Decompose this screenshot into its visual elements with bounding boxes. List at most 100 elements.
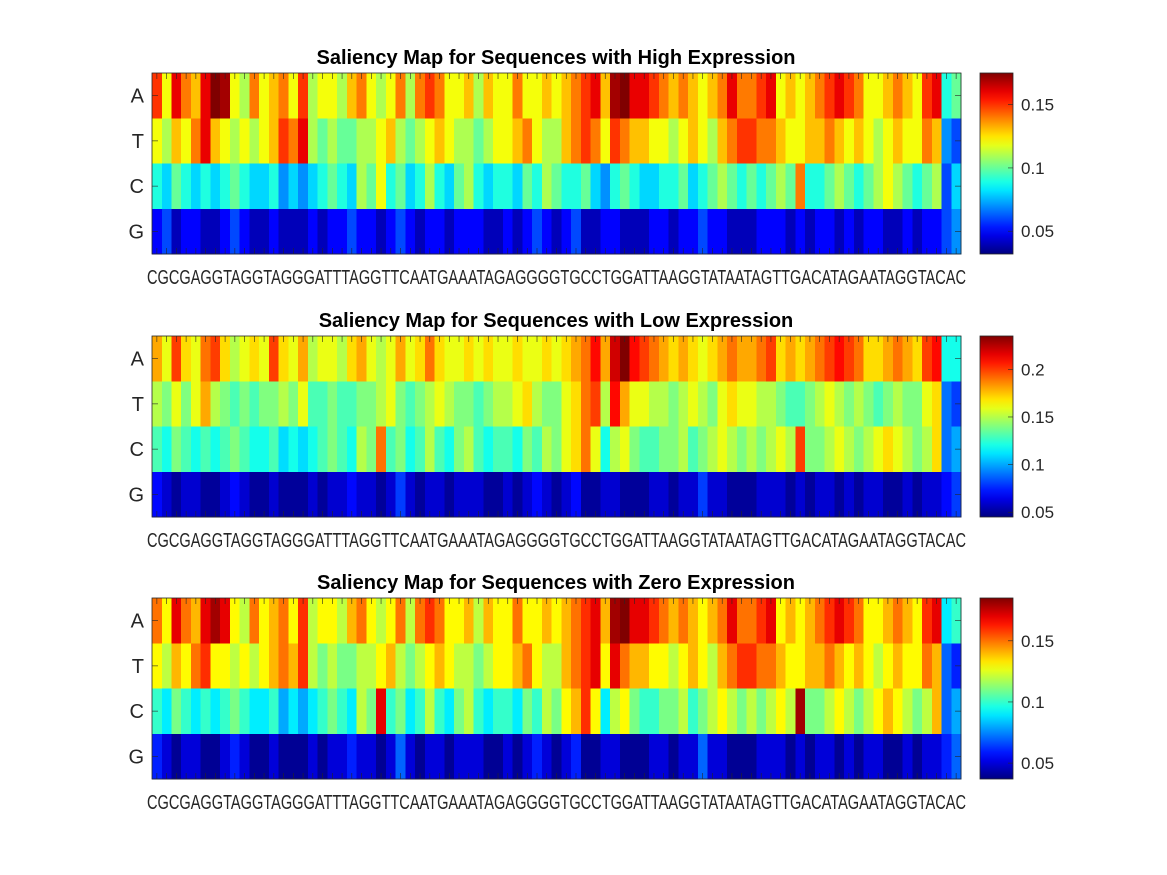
heatmap-cell [541, 733, 553, 780]
heatmap-cell [298, 471, 309, 518]
y-tick-label: C [130, 701, 144, 723]
heatmap-cell [385, 208, 397, 255]
heatmap-cell [181, 426, 192, 473]
heatmap-cell [746, 208, 757, 255]
heatmap-cell [629, 336, 640, 382]
heatmap-cell [200, 471, 212, 518]
heatmap-cell [736, 688, 748, 735]
heatmap-cell [473, 688, 484, 735]
heatmap-cell [171, 163, 182, 210]
heatmap-cell [873, 688, 884, 735]
heatmap-cell [853, 688, 865, 735]
heatmap-cell [512, 208, 523, 255]
heatmap-cell [775, 381, 787, 427]
heatmap-cell [434, 73, 446, 119]
heatmap-cell [444, 733, 455, 780]
heatmap-cell [668, 73, 679, 119]
heatmap-cell [473, 163, 484, 210]
heatmap-cell [707, 73, 718, 119]
heatmap-cell [922, 381, 933, 427]
heatmap-cell [395, 643, 407, 689]
heatmap-cell [405, 336, 416, 382]
heatmap-cell [873, 733, 884, 780]
heatmap-cell [697, 73, 709, 119]
heatmap-cell [785, 336, 796, 382]
heatmap-cell [873, 118, 884, 164]
heatmap-cell [551, 643, 562, 689]
heatmap-cell [395, 73, 407, 119]
heatmap-cell [892, 208, 904, 255]
heatmap-cell [356, 733, 368, 780]
heatmap-cell [639, 688, 650, 735]
heatmap-cell [658, 163, 670, 210]
heatmap-cell [902, 643, 913, 689]
heatmap-cell [395, 381, 407, 427]
heatmap-cell [912, 598, 923, 644]
heatmap-cell [717, 73, 728, 119]
heatmap-cell [717, 118, 728, 164]
heatmap-cell [639, 471, 650, 518]
heatmap-cell [678, 688, 689, 735]
heatmap-cell [424, 73, 436, 119]
heatmap-cell [600, 163, 611, 210]
heatmap-cell [610, 733, 621, 780]
heatmap-cell [580, 336, 592, 382]
heatmap-cell [463, 381, 475, 427]
heatmap-cell [327, 163, 338, 210]
heatmap-cell [785, 208, 796, 255]
heatmap-cell [473, 643, 484, 689]
heatmap-cell [844, 426, 855, 473]
heatmap-cell [756, 426, 767, 473]
heatmap-cell [434, 688, 446, 735]
heatmap-cell [385, 688, 397, 735]
heatmap-cell [922, 73, 933, 119]
heatmap-cell [181, 733, 192, 780]
heatmap-cell [210, 471, 221, 518]
heatmap-cell [278, 163, 290, 210]
heatmap-cell [863, 208, 874, 255]
heatmap-cell [444, 73, 455, 119]
heatmap-cell [249, 118, 260, 164]
heatmap-cell [424, 598, 436, 644]
heatmap-cell [756, 118, 767, 164]
heatmap-cell [668, 381, 679, 427]
heatmap-cell [746, 688, 757, 735]
heatmap-cell [288, 643, 299, 689]
heatmap-cell [580, 163, 592, 210]
heatmap-cell [161, 118, 173, 164]
heatmap-cell [571, 733, 582, 780]
heatmap-cell [844, 733, 855, 780]
panel-title: Saliency Map for Sequences with Low Expr… [319, 310, 794, 332]
heatmap-cell [629, 118, 640, 164]
heatmap-cell [385, 73, 397, 119]
heatmap-cell [483, 426, 494, 473]
heatmap-cell [805, 471, 816, 518]
heatmap-cell [512, 643, 523, 689]
heatmap-cell [522, 336, 533, 382]
heatmap-cell [307, 426, 319, 473]
heatmap-cell [493, 598, 504, 644]
heatmap-cell [181, 643, 192, 689]
heatmap-cell [210, 643, 221, 689]
heatmap-cell [366, 733, 377, 780]
heatmap-cell [571, 426, 582, 473]
heatmap-cell [736, 118, 748, 164]
heatmap-cell [834, 73, 845, 119]
heatmap-cell [463, 73, 475, 119]
heatmap-cell [649, 163, 660, 210]
heatmap-cell [590, 381, 601, 427]
heatmap-cell [522, 426, 533, 473]
heatmap-cell [834, 643, 845, 689]
heatmap-cell [922, 163, 933, 210]
heatmap-cell [366, 598, 377, 644]
heatmap-cell [658, 598, 670, 644]
heatmap-cell [639, 426, 650, 473]
heatmap-cell [912, 73, 923, 119]
heatmap-cell [892, 381, 904, 427]
heatmap-cell [717, 381, 728, 427]
heatmap-cell [532, 598, 543, 644]
heatmap-cell [717, 471, 728, 518]
heatmap-cell [346, 733, 358, 780]
heatmap-cell [259, 73, 270, 119]
heatmap-cell [649, 733, 660, 780]
